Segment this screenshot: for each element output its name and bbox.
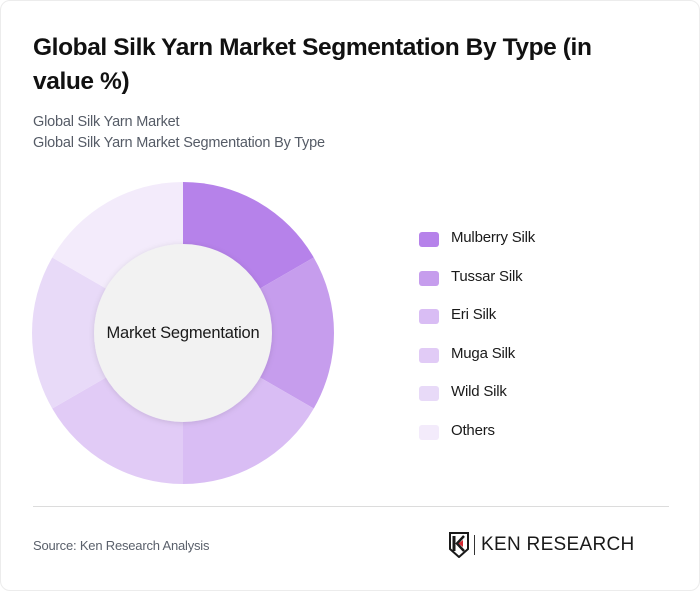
ken-research-logo: KEN RESEARCH [448, 532, 635, 558]
legend-item-eri-silk[interactable]: Eri Silk [419, 304, 535, 343]
legend-label: Eri Silk [451, 306, 497, 323]
legend-label: Muga Silk [451, 344, 516, 362]
donut-center-label: Market Segmentation [106, 323, 260, 342]
chart-legend: Mulberry Silk Tussar Silk Eri Silk Muga … [419, 227, 535, 458]
legend-label: Others [451, 421, 495, 439]
legend-swatch [419, 347, 439, 363]
ken-research-shield-icon [449, 532, 469, 558]
legend-label: Tussar Silk [451, 267, 523, 285]
donut-chart [32, 182, 334, 484]
source-note: Source: Ken Research Analysis [33, 538, 210, 553]
legend-label: Mulberry Silk [451, 229, 536, 246]
legend-item-others[interactable]: Others [419, 420, 535, 459]
legend-swatch [419, 270, 439, 286]
chart-subtitle-market: Global Silk Yarn Market [33, 114, 180, 130]
legend-item-tussar-silk[interactable]: Tussar Silk [419, 266, 535, 305]
logo-separator [474, 535, 475, 555]
legend-swatch [419, 424, 439, 440]
legend-item-muga-silk[interactable]: Muga Silk [419, 343, 535, 382]
chart-title: Global Silk Yarn Market Segmentation By … [33, 34, 592, 95]
legend-item-wild-silk[interactable]: Wild Silk [419, 381, 535, 420]
legend-item-mulberry-silk[interactable]: Mulberry Silk [419, 227, 535, 266]
legend-swatch [419, 232, 439, 247]
legend-label: Wild Silk [451, 383, 507, 400]
legend-swatch [419, 309, 439, 324]
legend-swatch [419, 386, 439, 401]
donut-center [94, 244, 272, 422]
logo-text: KEN RESEARCH [481, 534, 635, 555]
chart-subtitle-segmentation: Global Silk Yarn Market Segmentation By … [33, 135, 325, 151]
footer-divider [33, 506, 669, 507]
